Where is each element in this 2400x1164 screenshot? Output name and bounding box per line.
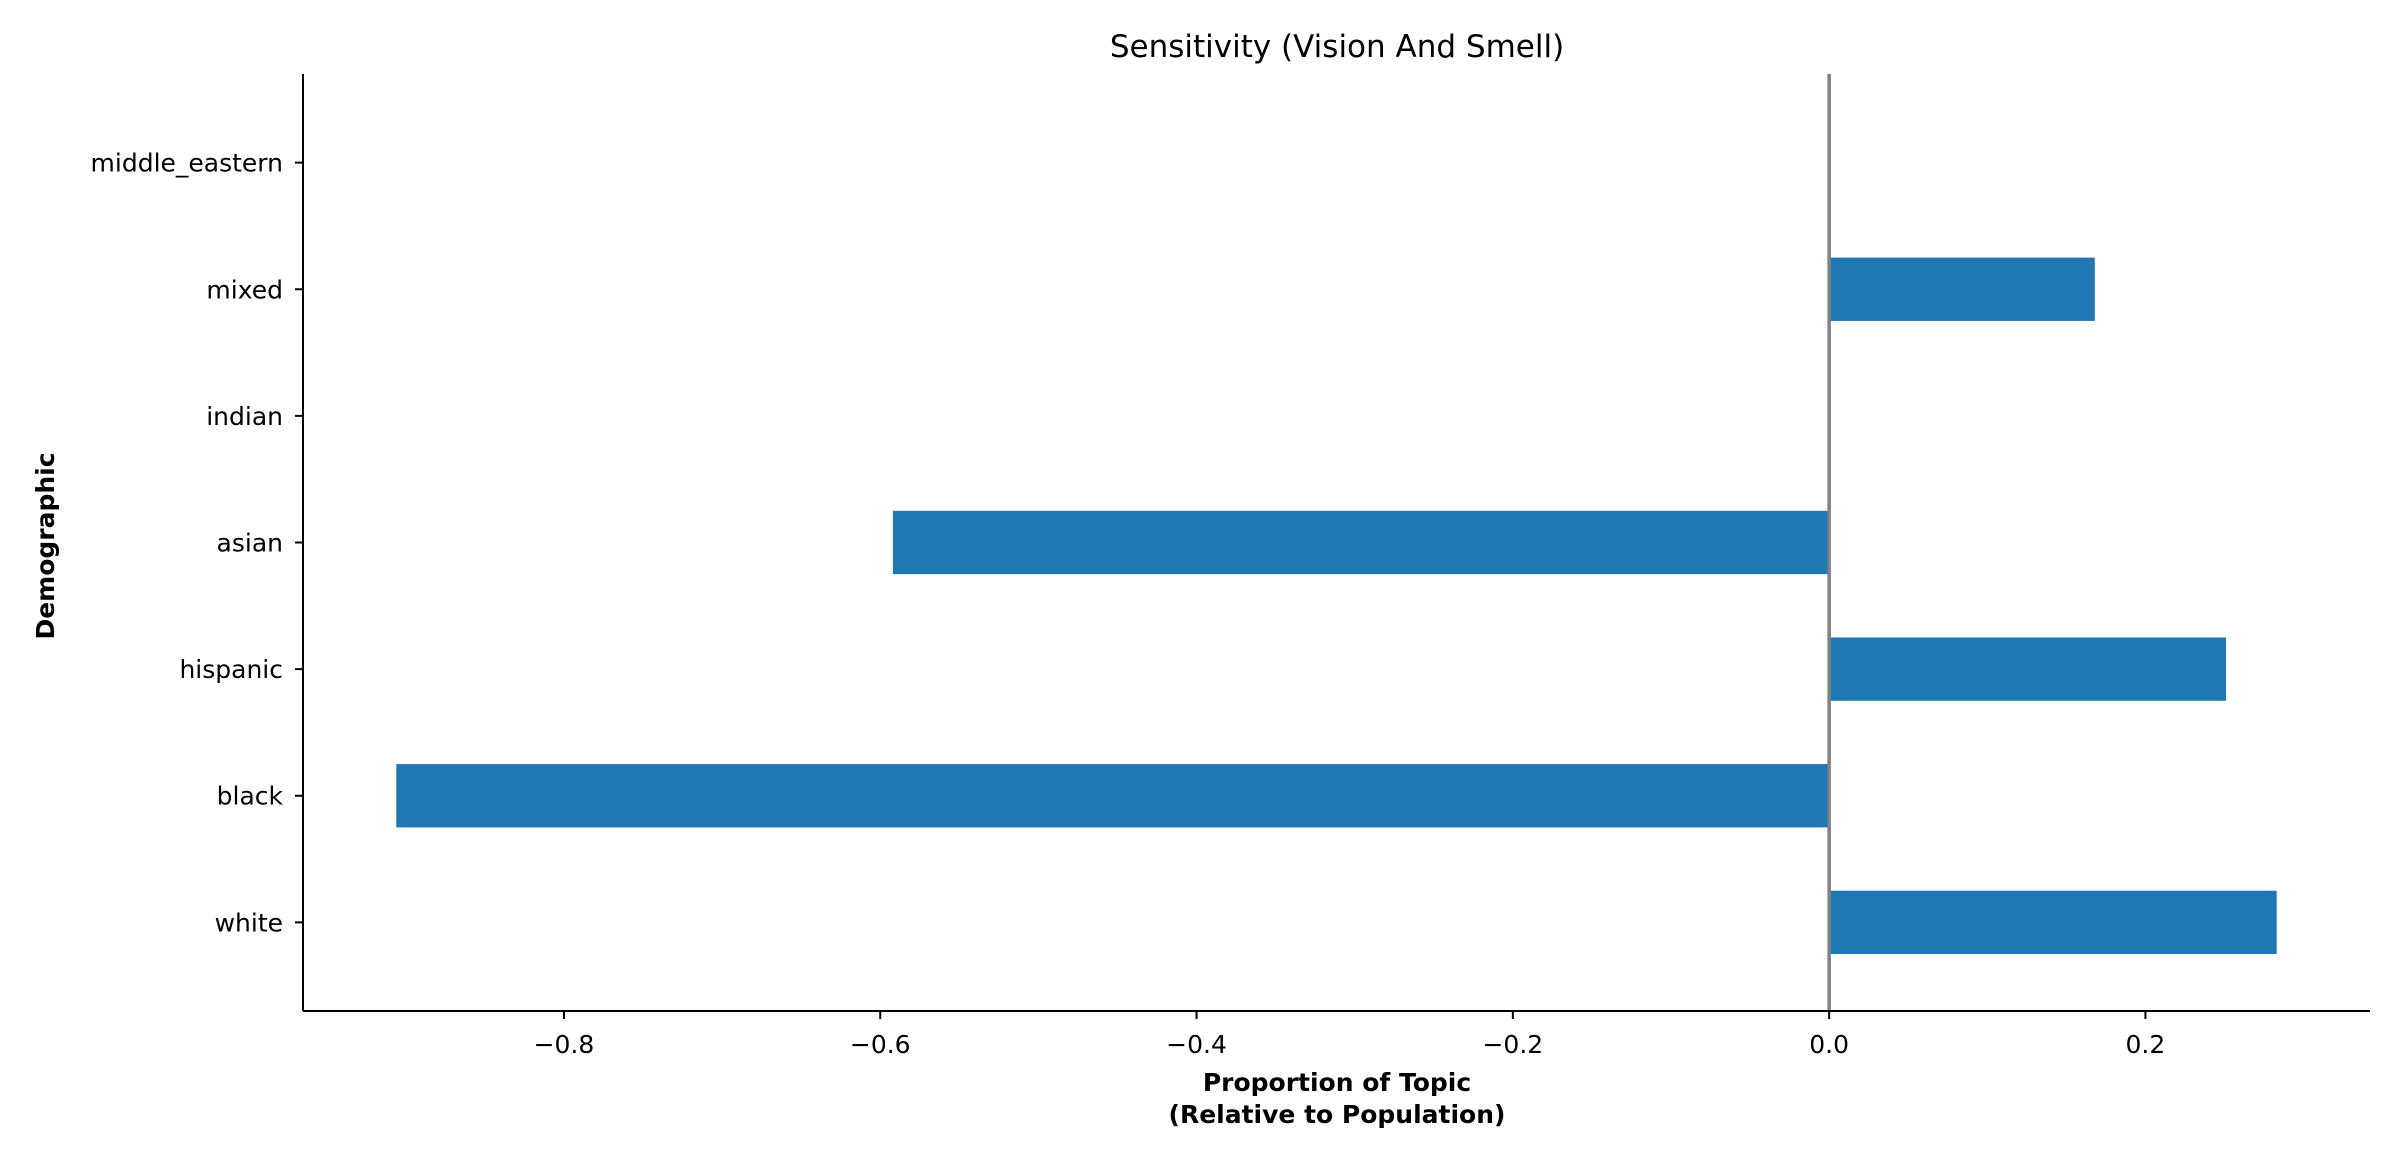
bars-layer: [396, 257, 2277, 955]
bar-asian: [892, 510, 1830, 575]
x-tick-label: 0.0: [1809, 1030, 1849, 1059]
bar-hispanic: [1829, 637, 2227, 701]
x-axis-title-line2: (Relative to Population): [1169, 1100, 1506, 1129]
chart-title: Sensitivity (Vision And Smell): [1110, 29, 1564, 65]
y-tick-label: mixed: [206, 275, 283, 304]
y-tick-label: hispanic: [179, 655, 283, 684]
x-tick-label: −0.2: [1482, 1030, 1543, 1059]
x-axis-title-line1: Proportion of Topic: [1203, 1068, 1471, 1097]
x-tick-label: −0.6: [850, 1030, 911, 1059]
bar-white: [1829, 890, 2277, 955]
y-tick-label: white: [215, 908, 283, 937]
x-tick-label: −0.4: [1166, 1030, 1227, 1059]
bar-mixed: [1829, 257, 2095, 321]
y-axis-title: Demographic: [31, 452, 60, 639]
y-tick-label: black: [217, 782, 284, 811]
x-tick-label: −0.8: [534, 1030, 595, 1059]
x-tick-label: 0.2: [2126, 1030, 2166, 1059]
bar-black: [396, 764, 1830, 828]
ticks-layer: −0.8 −0.6 −0.4 −0.2 0.0 0.2 white black hispanic…: [91, 149, 2166, 1059]
y-tick-label: asian: [217, 529, 283, 558]
y-tick-label: middle_eastern: [91, 149, 283, 178]
y-tick-label: indian: [206, 402, 283, 431]
